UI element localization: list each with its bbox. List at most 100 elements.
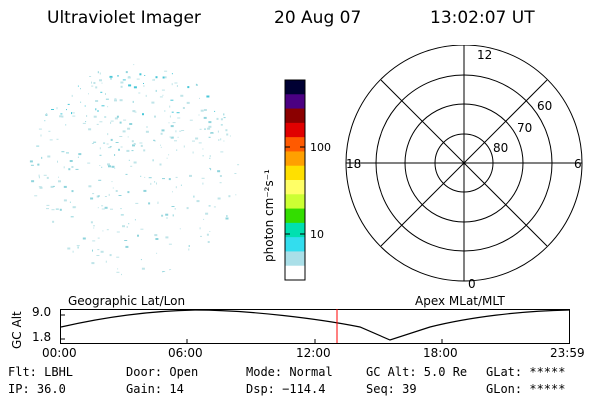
- time-tick-0600: 06:00: [168, 346, 203, 360]
- speckle: [155, 76, 158, 79]
- speckle: [203, 109, 207, 111]
- speckle: [72, 250, 74, 253]
- speckle: [171, 111, 174, 113]
- speckle: [168, 178, 171, 181]
- speckle: [162, 94, 164, 96]
- speckle: [44, 120, 46, 122]
- speckle: [192, 151, 194, 154]
- speckle: [77, 85, 79, 87]
- speckle: [202, 182, 204, 185]
- speckle: [175, 130, 177, 133]
- speckle: [110, 138, 113, 141]
- speckle: [180, 94, 184, 97]
- speckle: [66, 152, 69, 154]
- speckle: [99, 165, 101, 166]
- speckle: [204, 128, 206, 130]
- speckle: [93, 82, 96, 84]
- speckle: [77, 246, 79, 249]
- speckle: [114, 99, 117, 102]
- speckle: [172, 122, 176, 124]
- time-label: 13:02:07 UT: [430, 8, 535, 28]
- speckle: [122, 130, 126, 133]
- speckle: [177, 136, 179, 138]
- speckle: [46, 204, 50, 206]
- speckle: [95, 86, 98, 89]
- speckle: [143, 83, 144, 84]
- speckle: [91, 143, 94, 144]
- speckle: [120, 146, 123, 148]
- speckle: [91, 85, 94, 87]
- speckle: [120, 81, 124, 84]
- speckle: [176, 112, 180, 114]
- speckle: [97, 110, 99, 112]
- gc-alt-tick-1-8: 1.8: [32, 330, 52, 344]
- speckle: [174, 208, 176, 210]
- speckle: [30, 164, 34, 166]
- colorbar-tick-label-100: 100: [310, 141, 331, 154]
- speckle: [168, 243, 172, 245]
- speckle: [124, 240, 128, 241]
- speckle: [99, 147, 101, 150]
- speckle: [82, 122, 86, 124]
- speckle: [226, 133, 229, 136]
- altitude-timeline: [60, 309, 570, 344]
- speckle: [105, 93, 106, 95]
- speckle: [216, 117, 219, 120]
- colorbar-tick-label-10: 10: [310, 228, 324, 241]
- speckle: [174, 82, 178, 84]
- speckle: [180, 184, 182, 186]
- status-gc-alt: GC Alt: 5.0 Re: [366, 365, 468, 379]
- speckle: [108, 193, 110, 196]
- speckle: [110, 208, 113, 210]
- speckle: [38, 186, 42, 188]
- speckle: [143, 149, 146, 152]
- speckle: [168, 154, 170, 156]
- speckle: [86, 115, 88, 117]
- speckle: [144, 176, 146, 178]
- speckle: [218, 139, 220, 141]
- speckle: [97, 207, 99, 209]
- speckle: [209, 231, 211, 232]
- speckle: [182, 107, 185, 109]
- imager-disk: [29, 64, 240, 276]
- speckle: [223, 117, 226, 119]
- speckle: [225, 217, 229, 220]
- speckle: [125, 173, 128, 175]
- speckle: [198, 142, 202, 144]
- speckle: [49, 139, 53, 141]
- speckle: [77, 156, 79, 158]
- speckle: [166, 157, 168, 159]
- speckle: [80, 101, 82, 103]
- polar-grid: 12 18 6 0 60 70 80: [345, 45, 583, 290]
- speckle: [128, 84, 132, 87]
- speckle: [153, 140, 156, 142]
- speckle: [127, 136, 129, 138]
- speckle: [92, 249, 93, 252]
- speckle: [170, 125, 174, 128]
- speckle: [40, 134, 42, 137]
- speckle: [88, 185, 92, 188]
- speckle: [97, 249, 100, 251]
- speckle: [203, 218, 205, 220]
- speckle: [133, 86, 137, 89]
- speckle: [71, 190, 74, 193]
- speckle: [39, 186, 43, 189]
- colorbar-stripe: [285, 237, 305, 252]
- speckle: [133, 161, 137, 164]
- speckle: [108, 165, 111, 168]
- speckle: [109, 75, 113, 78]
- speckle: [129, 123, 133, 125]
- speckle: [117, 268, 119, 270]
- speckle: [71, 166, 74, 168]
- speckle: [150, 182, 152, 185]
- speckle: [219, 175, 222, 177]
- speckle: [115, 190, 118, 192]
- speckle: [154, 181, 156, 183]
- speckle: [148, 177, 152, 179]
- speckle: [96, 123, 99, 125]
- speckle: [139, 73, 142, 76]
- speckle: [168, 122, 170, 124]
- speckle: [90, 221, 93, 224]
- speckle: [107, 163, 110, 166]
- altitude-curve: [60, 309, 570, 341]
